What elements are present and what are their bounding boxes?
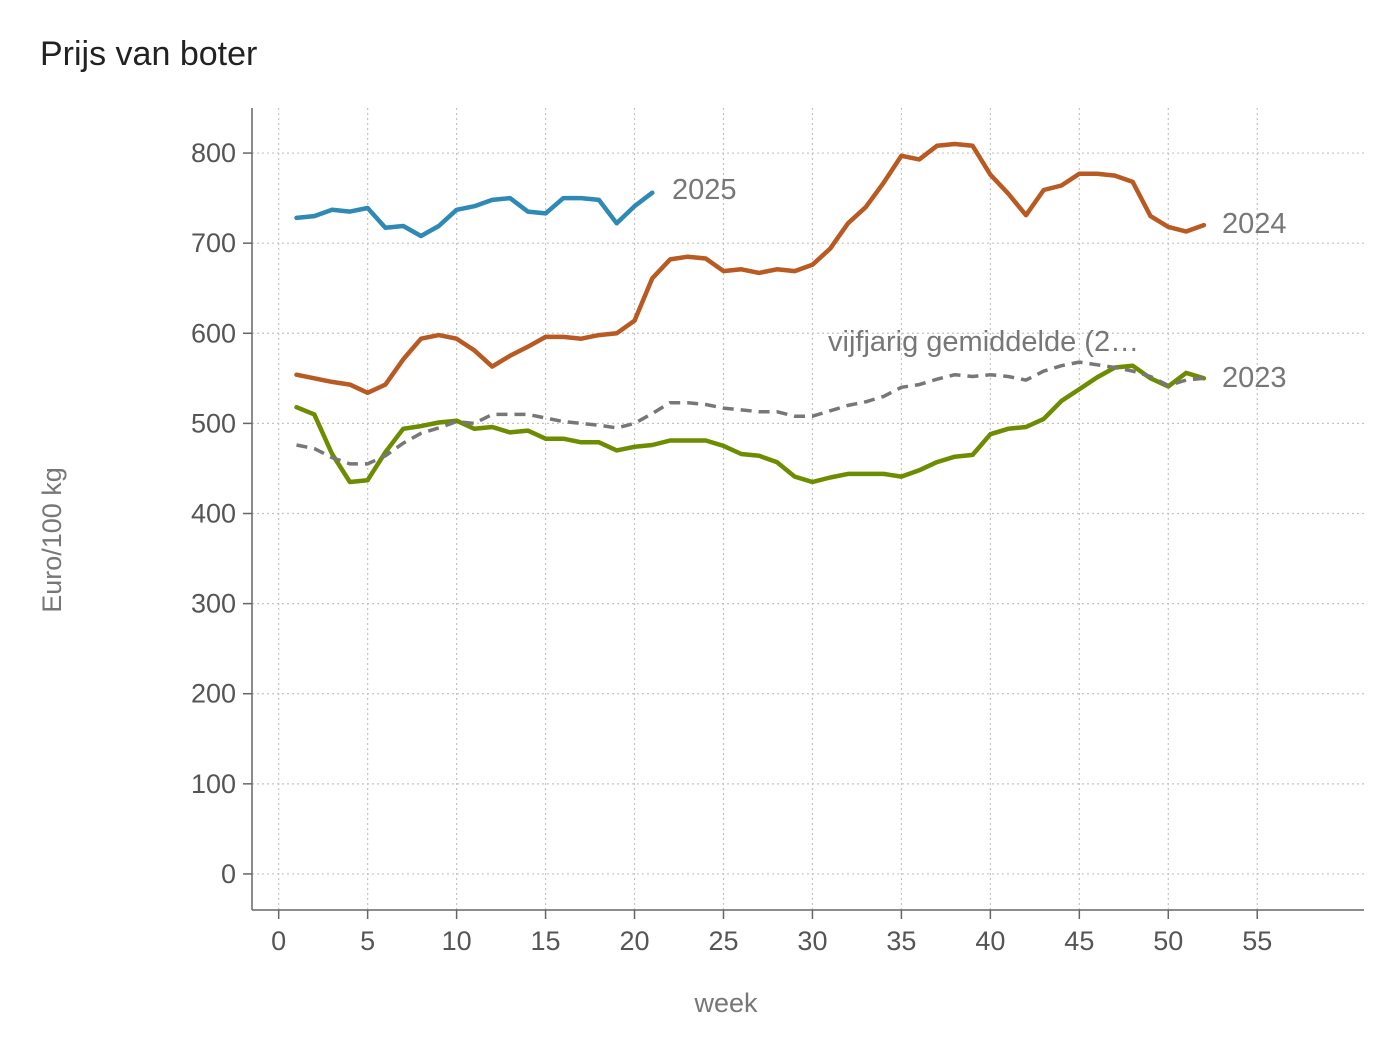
- y-tick-label: 500: [191, 408, 236, 438]
- series-label: 2024: [1222, 208, 1287, 240]
- y-tick-label: 600: [191, 318, 236, 348]
- x-tick-label: 5: [360, 926, 375, 956]
- series-label: 2025: [672, 174, 737, 206]
- series-label: vijfjarig gemiddelde (2…: [828, 326, 1139, 358]
- series-line: [294, 141, 1207, 396]
- y-tick-label: 700: [191, 228, 236, 258]
- series-label: 2023: [1222, 362, 1287, 394]
- x-tick-label: 10: [442, 926, 472, 956]
- y-tick-label: 200: [191, 679, 236, 709]
- x-tick-label: 45: [1064, 926, 1094, 956]
- x-tick-label: 50: [1153, 926, 1183, 956]
- x-tick-label: 55: [1242, 926, 1272, 956]
- series-line: [296, 360, 1205, 466]
- x-tick-label: 15: [531, 926, 561, 956]
- y-tick-label: 0: [221, 859, 236, 889]
- series-line: [294, 190, 655, 239]
- x-axis-title: week: [693, 988, 758, 1018]
- y-tick-label: 300: [191, 589, 236, 619]
- series-lines: [294, 141, 1207, 485]
- y-tick-label: 800: [191, 138, 236, 168]
- series-labels: 2025 2024 2023 vijfjarig gemiddelde (2…: [672, 174, 1287, 394]
- y-axis-title: Euro/100 kg: [37, 467, 67, 613]
- x-tick-label: 35: [886, 926, 916, 956]
- x-tick-label: 20: [620, 926, 650, 956]
- x-tick-label: 0: [271, 926, 286, 956]
- y-tick-label: 400: [191, 499, 236, 529]
- series-line: [294, 363, 1207, 485]
- x-tick-label: 25: [708, 926, 738, 956]
- chart-title: Prijs van boter: [40, 35, 257, 73]
- x-tick-label: 40: [975, 926, 1005, 956]
- x-tick-label: 30: [797, 926, 827, 956]
- y-tick-label: 100: [191, 769, 236, 799]
